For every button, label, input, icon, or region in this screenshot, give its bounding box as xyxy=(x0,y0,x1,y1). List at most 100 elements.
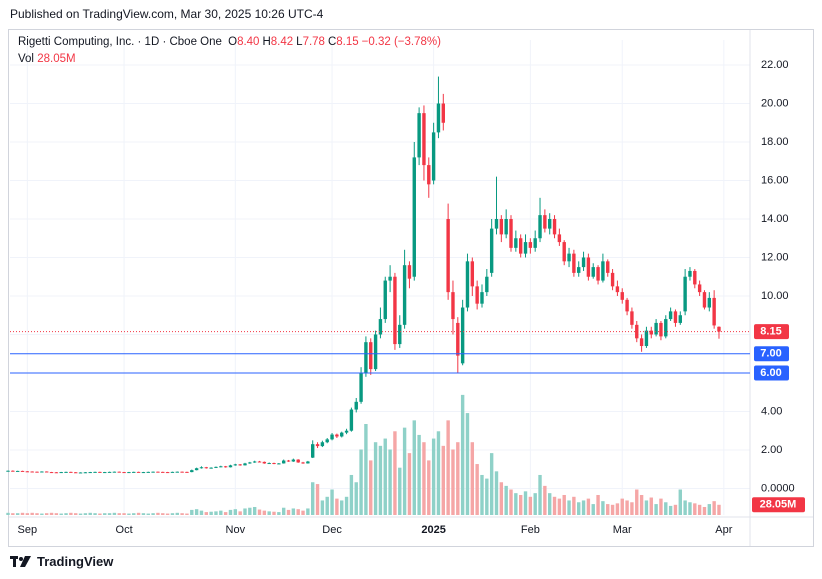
ohlc-value: 7.78 xyxy=(302,36,325,48)
volume-bar xyxy=(702,506,707,515)
volume-bar xyxy=(272,511,276,515)
volume-bar xyxy=(610,504,615,515)
candle-body xyxy=(567,253,571,262)
candle-body xyxy=(44,471,49,473)
volume-bar xyxy=(325,496,329,515)
volume-bar xyxy=(427,460,431,515)
volume-bar xyxy=(315,484,320,515)
volume-bar xyxy=(359,449,363,515)
volume-bar xyxy=(557,498,562,515)
candle-body xyxy=(83,472,88,474)
volume-bar xyxy=(567,500,571,515)
candle-body xyxy=(441,103,445,123)
candle-body xyxy=(378,319,383,335)
volume-bar xyxy=(407,453,412,515)
candle-body xyxy=(93,471,97,473)
candle-body xyxy=(480,292,484,304)
volume-bar xyxy=(64,513,68,515)
candle-body xyxy=(697,284,702,293)
candle-body xyxy=(562,242,566,262)
volume-bar xyxy=(678,489,682,515)
candle-body xyxy=(528,242,533,248)
candle-body xyxy=(20,470,25,472)
volume-bar xyxy=(146,513,150,515)
candle-body xyxy=(15,470,20,472)
candle-body xyxy=(383,280,387,320)
volume-bar xyxy=(543,485,547,515)
volume-bar xyxy=(78,513,83,515)
volume-bar xyxy=(649,497,653,515)
candle-body xyxy=(185,471,189,473)
candle-body xyxy=(509,218,513,248)
volume-bar xyxy=(552,496,557,515)
volume-bar xyxy=(170,513,175,515)
volume-bar xyxy=(388,449,392,515)
candle-body xyxy=(122,472,126,474)
volume-bar xyxy=(151,513,155,515)
brand-name: TradingView xyxy=(37,554,114,569)
volume-bar xyxy=(35,513,39,515)
candle-body xyxy=(388,276,392,281)
candle-body xyxy=(557,234,562,243)
candle-body xyxy=(219,466,223,468)
candle-body xyxy=(407,265,412,279)
candle-body xyxy=(325,439,329,443)
candle-body xyxy=(485,276,489,293)
candle-body xyxy=(446,218,450,293)
candle-body xyxy=(712,297,716,326)
y-tick-label: 4.00 xyxy=(761,405,782,417)
hline-label-box xyxy=(754,346,789,362)
volume-bar xyxy=(175,512,179,515)
volume-bar xyxy=(494,471,499,515)
volume-bar xyxy=(83,513,88,515)
volume-bar xyxy=(209,511,213,515)
candle-body xyxy=(504,218,508,235)
volume-bar xyxy=(335,498,339,515)
volume-bar xyxy=(577,502,581,515)
ohlc-key: H xyxy=(262,36,271,48)
volume-bar xyxy=(267,511,271,515)
candle-body xyxy=(427,165,431,185)
candle-body xyxy=(514,238,518,248)
volume-bar xyxy=(320,500,325,515)
volume-bar xyxy=(11,513,15,515)
volume-bar xyxy=(238,511,242,515)
candle-body xyxy=(373,334,378,370)
candle-body xyxy=(494,218,499,229)
volume-label-box xyxy=(752,497,805,513)
volume-bar xyxy=(639,494,644,515)
candle-body xyxy=(209,467,213,469)
volume-bar xyxy=(635,489,639,515)
candle-body xyxy=(69,471,73,473)
volume-bar xyxy=(378,445,383,515)
ohlc-key: L xyxy=(296,36,303,48)
volume-bar xyxy=(518,494,523,515)
volume-bar xyxy=(693,503,697,515)
candle-body xyxy=(199,467,204,469)
candle-body xyxy=(11,470,15,472)
candle-body xyxy=(112,471,117,473)
candle-body xyxy=(635,324,639,339)
volume-bar xyxy=(393,431,397,515)
volume-bar xyxy=(591,504,595,515)
x-tick-label: Feb xyxy=(521,524,540,536)
candle-body xyxy=(591,267,595,277)
candle-body xyxy=(717,326,721,332)
candle-body xyxy=(615,286,620,293)
candle-body xyxy=(364,342,368,373)
candle-body xyxy=(248,462,252,464)
candle-body xyxy=(654,322,658,335)
ohlc-key: O xyxy=(228,36,238,48)
volume-bar xyxy=(364,424,368,515)
volume-bar xyxy=(49,512,54,515)
candle-body xyxy=(146,471,150,473)
volume-bar xyxy=(25,513,30,515)
volume-bar xyxy=(98,513,102,515)
candle-body xyxy=(664,319,668,337)
brand[interactable]: TradingView xyxy=(10,554,113,569)
y-tick-label: 18.00 xyxy=(761,136,789,148)
candle-body xyxy=(291,459,296,462)
candle-body xyxy=(693,270,697,285)
volume-bar xyxy=(422,442,426,515)
